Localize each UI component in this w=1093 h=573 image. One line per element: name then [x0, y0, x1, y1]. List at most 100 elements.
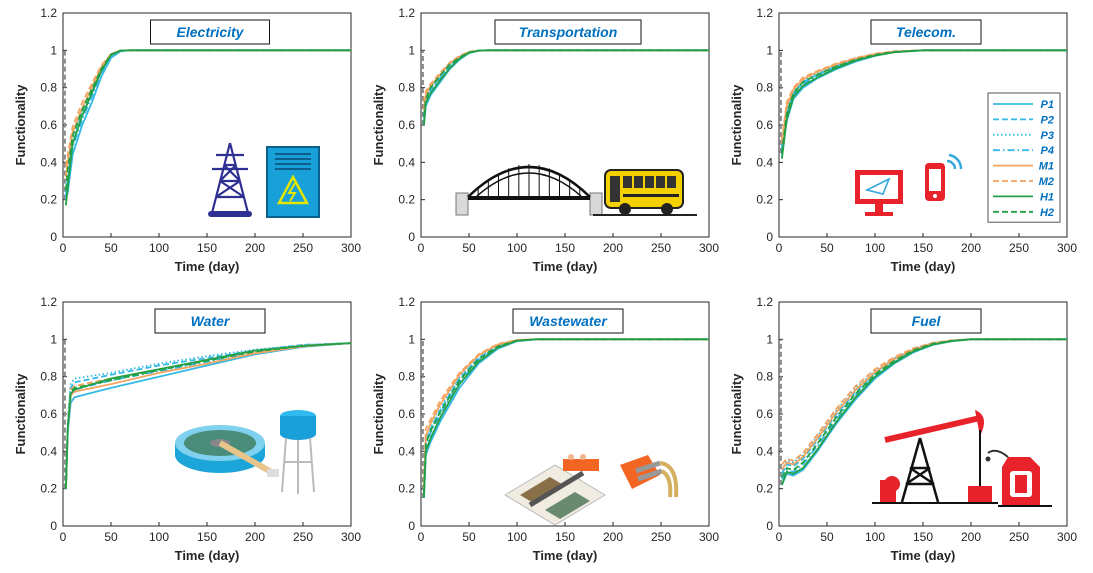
- x-tick-label: 150: [197, 530, 217, 544]
- x-axis-label: Time (day): [891, 259, 956, 274]
- chart-title-box: [870, 19, 982, 45]
- chart-panel: 0 50 100 150 200 250 300 0 0.2 0.4 0.6 0.8 1 1.2 Time …: [371, 6, 719, 274]
- y-tick-label: 0.2: [40, 482, 57, 496]
- x-tick-label: 200: [961, 241, 981, 255]
- y-tick-label: 0.6: [40, 407, 57, 421]
- y-tick-label: 0.4: [756, 155, 773, 169]
- y-tick-label: 1: [766, 332, 773, 346]
- legend-label: P2: [1041, 114, 1054, 126]
- y-axis-label: Functionality: [13, 373, 28, 455]
- x-tick-label: 50: [820, 241, 834, 255]
- x-tick-label: 250: [651, 530, 671, 544]
- chart-title: Electricity: [177, 24, 245, 40]
- y-tick-label: 0.8: [40, 81, 57, 95]
- legend-box: [987, 92, 1061, 223]
- x-tick-label: 50: [462, 530, 476, 544]
- y-tick-label: 0: [50, 519, 57, 533]
- y-tick-label: 1: [50, 43, 57, 57]
- legend-label: P4: [1041, 145, 1054, 157]
- y-tick-label: 1.2: [756, 6, 773, 20]
- y-tick-label: 0.4: [40, 155, 57, 169]
- y-tick-label: 0.6: [398, 407, 415, 421]
- y-tick-label: 0.4: [40, 444, 57, 458]
- chart-title: Telecom.: [896, 24, 956, 40]
- chart-title: Wastewater: [529, 313, 608, 329]
- x-tick-label: 100: [149, 241, 169, 255]
- series-line-h2: [65, 342, 352, 489]
- treatment-tank-icon: [175, 425, 279, 477]
- electrical-box-icon: [266, 146, 320, 218]
- y-tick-label: 0.6: [756, 407, 773, 421]
- x-tick-label: 150: [913, 241, 933, 255]
- series-line-h1: [423, 49, 709, 126]
- x-tick-label: 300: [699, 241, 719, 255]
- y-axis-label: Functionality: [371, 373, 386, 455]
- chart-title: Fuel: [912, 313, 942, 329]
- y-tick-label: 0.8: [756, 81, 773, 95]
- y-tick-label: 0: [766, 230, 773, 244]
- x-tick-label: 50: [104, 241, 118, 255]
- x-tick-label: 300: [699, 530, 719, 544]
- y-tick-label: 0.6: [398, 118, 415, 132]
- x-tick-label: 100: [507, 530, 527, 544]
- chart-panel: 0 50 100 150 200 250 300 0 0.2 0.4 0.6 0.8 1 1.2 Time …: [729, 295, 1077, 563]
- x-tick-label: 150: [555, 530, 575, 544]
- series-line-p3: [65, 342, 352, 489]
- x-tick-label: 0: [60, 241, 67, 255]
- y-tick-label: 0.8: [756, 370, 773, 384]
- y-tick-label: 0: [50, 230, 57, 244]
- chart-title-box: [494, 19, 642, 45]
- y-tick-label: 1.2: [398, 6, 415, 20]
- y-tick-label: 0.6: [40, 118, 57, 132]
- fuel-can-icon: [985, 449, 1052, 507]
- x-tick-label: 300: [341, 241, 361, 255]
- x-tick-label: 250: [651, 241, 671, 255]
- x-tick-label: 300: [1057, 241, 1077, 255]
- x-tick-label: 0: [776, 241, 783, 255]
- y-tick-label: 1: [50, 332, 57, 346]
- chart-title: Transportation: [519, 24, 618, 40]
- legend-label: P3: [1041, 130, 1054, 142]
- series-line-h2: [423, 338, 709, 495]
- y-tick-label: 1: [408, 332, 415, 346]
- chart-title-box: [150, 19, 270, 45]
- y-tick-label: 1.2: [40, 6, 57, 20]
- y-axis-label: Functionality: [13, 84, 28, 166]
- series-line-h1: [65, 49, 351, 206]
- y-tick-label: 1: [766, 43, 773, 57]
- x-tick-label: 100: [865, 530, 885, 544]
- y-tick-label: 0: [408, 519, 415, 533]
- x-axis-label: Time (day): [533, 259, 598, 274]
- y-tick-label: 0.6: [756, 118, 773, 132]
- y-tick-label: 1.2: [398, 295, 415, 309]
- series-line-h2: [781, 338, 1067, 478]
- x-tick-label: 250: [1009, 241, 1029, 255]
- y-axis-label: Functionality: [729, 84, 744, 166]
- y-axis-label: Functionality: [371, 84, 386, 166]
- x-tick-label: 0: [60, 530, 67, 544]
- x-tick-label: 100: [149, 530, 169, 544]
- series-line-p2: [781, 338, 1067, 475]
- bridge-icon: [455, 164, 603, 216]
- legend-label: H2: [1040, 207, 1054, 219]
- legend-label: M2: [1039, 176, 1054, 188]
- x-tick-label: 200: [961, 530, 981, 544]
- computer-icon: [855, 170, 903, 216]
- bus-icon: [593, 169, 697, 216]
- chart-panel: 0 50 100 150 200 250 300 0 0.2 0.4 0.6 0.8 1 1.2 Time …: [13, 295, 361, 563]
- x-tick-label: 250: [293, 530, 313, 544]
- x-tick-label: 100: [507, 241, 527, 255]
- x-tick-label: 0: [418, 241, 425, 255]
- phone-icon: [925, 153, 963, 201]
- treatment-plant-icon: [504, 454, 606, 526]
- y-axis-label: Functionality: [729, 373, 744, 455]
- x-tick-label: 100: [865, 241, 885, 255]
- x-tick-label: 200: [603, 530, 623, 544]
- chart-panel: 0 50 100 150 200 250 300 0 0.2 0.4 0.6 0.8 1 1.2 Time …: [371, 295, 719, 563]
- chart-title: Water: [191, 313, 231, 329]
- legend-label: M1: [1039, 161, 1054, 173]
- x-tick-label: 0: [418, 530, 425, 544]
- chart-title-box: [154, 308, 266, 334]
- y-tick-label: 0.4: [756, 444, 773, 458]
- legend-label: P1: [1041, 99, 1054, 111]
